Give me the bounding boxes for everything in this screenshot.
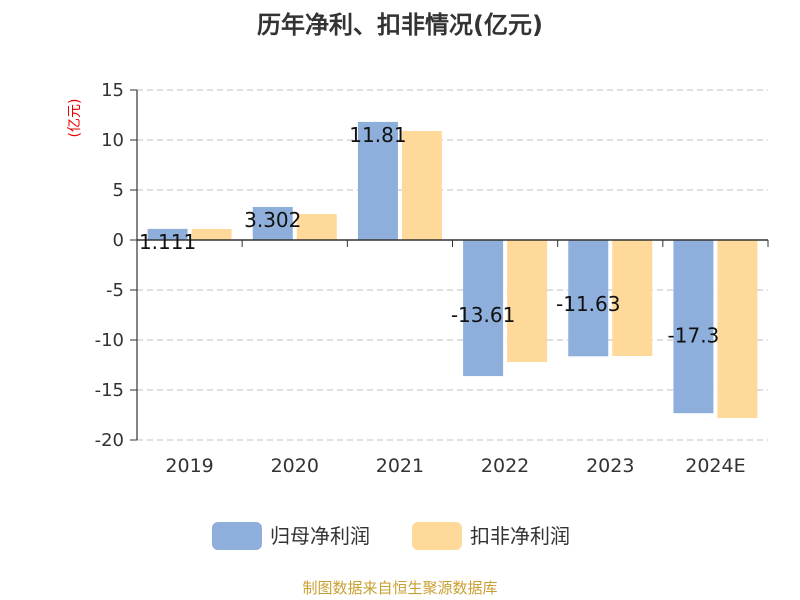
bar-net-profit [463,240,504,377]
x-tick-label: 2020 [271,455,319,477]
bar-deducted-profit [507,240,548,362]
bar-deducted-profit [296,214,337,240]
data-label: 1.111 [139,230,196,254]
y-axis-ticks: 15 10 5 0 -5 -10 -15 -20 [95,80,137,451]
bar-net-profit [568,240,609,357]
y-tick-label: 15 [101,80,124,101]
legend-swatch [412,522,462,550]
legend-label: 扣非净利润 [470,524,570,548]
grid-lines [137,89,768,441]
bar-deducted-profit [401,131,442,240]
data-label: -11.63 [556,292,620,316]
y-tick-label: 5 [113,180,124,201]
bar-net-profit [673,240,714,414]
y-tick-label: -20 [95,430,124,451]
bar-deducted-profit [191,229,232,240]
source-note: 制图数据来自恒生聚源数据库 [302,579,497,597]
data-label: -17.3 [668,323,720,347]
legend-swatch [212,522,262,550]
bar-deducted-profit [612,240,653,356]
data-label: 3.302 [244,208,301,232]
legend: 归母净利润 扣非净利润 [212,522,570,550]
bars [147,121,758,418]
x-tick-label: 2019 [165,455,213,477]
y-tick-label: 0 [113,230,124,251]
legend-label: 归母净利润 [270,524,370,548]
data-label: 11.81 [349,123,406,147]
chart-title: 历年净利、扣非情况(亿元) [257,11,543,39]
data-labels: 1.111 3.302 11.81 -13.61 -11.63 -17.3 [139,123,719,347]
bar-net-profit [252,206,293,240]
x-axis-ticks: 2019 2020 2021 2022 2023 2024E [136,240,769,477]
x-tick-label: 2022 [481,455,529,477]
x-tick-label: 2024E [685,455,745,477]
data-label: -13.61 [451,303,515,327]
y-tick-label: 10 [101,130,124,151]
axes [136,90,768,440]
bar-net-profit [357,121,398,240]
x-tick-label: 2023 [586,455,634,477]
y-tick-label: -10 [95,330,124,351]
y-axis-unit: (亿元) [67,99,83,138]
y-tick-label: -5 [106,280,124,301]
bar-deducted-profit [717,240,758,418]
x-tick-label: 2021 [376,455,424,477]
bar-net-profit [147,228,188,240]
y-tick-label: -15 [95,380,124,401]
